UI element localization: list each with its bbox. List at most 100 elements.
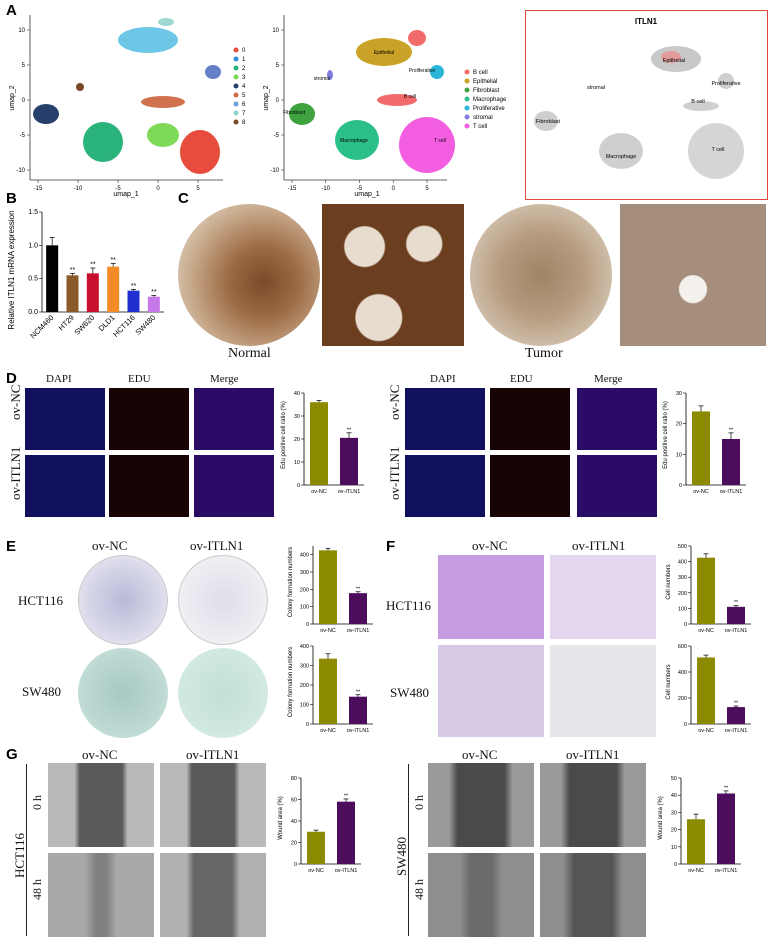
g-hct116-ylabel: Wound area (%)	[278, 796, 284, 840]
category-label: ov-ITLN1	[725, 728, 748, 734]
category-label: ov-ITLN1	[338, 489, 361, 495]
d-left-merge-itln1-image	[194, 455, 274, 517]
d-left-row-itln1: ov-ITLN1	[8, 446, 23, 500]
legend-swatch	[233, 74, 239, 80]
qpcr-bar-chart: Relative ITLN1 mRNA expression 0.0 0.5 1.0…	[7, 209, 164, 340]
feature-label: B cell	[691, 99, 704, 105]
panel-letter-g: G	[6, 746, 18, 763]
panel-letter-c: C	[178, 190, 189, 207]
bar	[66, 275, 79, 312]
g-left-nc-48h-image	[48, 853, 154, 937]
y-tick-label: 400	[678, 560, 687, 566]
umap-ylabel: umap_2	[263, 85, 270, 110]
legend-swatch	[233, 101, 239, 107]
celltype-label: Macrophage	[340, 138, 368, 144]
y-tick-label: 0	[306, 622, 309, 628]
y-tick-label: 0	[297, 483, 300, 489]
umap-xtick-label: 5	[425, 186, 429, 192]
itln1-feature-plot: ITLN1 Epithelial Proliferative stromal B ce…	[525, 10, 768, 200]
d-left-header-edu: EDU	[128, 373, 151, 385]
bar	[319, 550, 337, 624]
y-tick-label: 200	[678, 591, 687, 597]
umap-ytick-label: 10	[18, 28, 25, 34]
ihc-tumor-core-image	[470, 204, 612, 346]
d-right-ylabel: Edu positive cell ratio (%)	[663, 401, 669, 469]
category-label: ov-NC	[698, 728, 714, 734]
g-left-header-nc: ov-NC	[82, 747, 118, 762]
y-tick-label: 20	[676, 422, 682, 428]
d-right-merge-itln1-image	[577, 455, 657, 517]
category-label: ov-ITLN1	[347, 628, 370, 634]
g-sw480-ylabel: Wound area (%)	[658, 796, 664, 840]
g-sw480-bar-chart: Wound area (%) 0 10 20 30 40 50 ov-NC ** ov-ITLN…	[658, 776, 741, 874]
umap-ytick-label: 10	[272, 28, 279, 34]
legend-label: Epithelial	[473, 79, 497, 85]
legend-label: stromal	[473, 115, 493, 121]
e-hct116-ylabel: Colony formation numbers	[288, 547, 294, 617]
category-label: ov-NC	[688, 868, 704, 874]
bar	[86, 273, 99, 312]
significance-mark: **	[729, 427, 734, 433]
y-tick-label: 0.5	[28, 276, 38, 283]
umap-ytick-label: -10	[270, 168, 279, 174]
legend-label: 4	[242, 84, 246, 90]
category-label: HCT116	[111, 313, 137, 339]
d-right-dapi-nc-image	[405, 388, 485, 450]
panel-letter-e: E	[6, 538, 17, 555]
umap-xtick-label: -10	[321, 186, 330, 192]
g-right-header-nc: ov-NC	[462, 747, 498, 762]
ihc-tumor-zoom-image	[620, 204, 766, 346]
e-header-nc: ov-NC	[92, 538, 128, 553]
legend-swatch	[464, 87, 470, 93]
d-left-header-merge: Merge	[210, 373, 239, 385]
bar	[107, 266, 120, 312]
bar	[337, 801, 355, 864]
f-sw480-bar-chart: Cell numbers 0 200 400 600 ov-NC ** ov-ITLN1	[666, 644, 751, 734]
y-tick-label: 300	[300, 664, 309, 670]
f-header-itln1: ov-ITLN1	[572, 538, 626, 553]
legend-swatch	[233, 65, 239, 71]
legend-swatch	[464, 123, 470, 129]
bar	[687, 819, 705, 864]
e-hct116-bar-chart: Colony formation numbers 0 100 200 300 400 ov…	[288, 546, 373, 634]
y-tick-label: 20	[671, 828, 677, 834]
bar	[340, 437, 358, 485]
y-tick-label: 20	[291, 841, 297, 847]
y-tick-label: 50	[671, 776, 677, 782]
e-sw480-bar-chart: Colony formation numbers 0 100 200 300 400 ov…	[288, 644, 373, 734]
d-left-row-nc: ov-NC	[8, 384, 23, 420]
y-tick-label: 200	[678, 696, 687, 702]
umap-ytick-label: -10	[16, 168, 25, 174]
significance-mark: **	[131, 283, 137, 290]
umap-xtick-label: -15	[34, 186, 43, 192]
feature-plot-title: ITLN1	[635, 17, 658, 26]
bar	[147, 296, 160, 312]
panel-letter-b: B	[6, 190, 17, 207]
legend-label: B cell	[473, 70, 488, 76]
bar	[722, 439, 740, 485]
f-hct116-ylabel: Cell numbers	[666, 564, 672, 599]
celltype-label: B cell	[404, 94, 416, 100]
significance-mark: **	[90, 262, 96, 269]
legend-swatch	[233, 56, 239, 62]
legend-swatch	[464, 96, 470, 102]
umap-xlabel: umap_1	[354, 191, 379, 198]
significance-mark: **	[151, 289, 157, 296]
legend-swatch	[464, 78, 470, 84]
legend-swatch	[233, 119, 239, 125]
significance-mark: **	[734, 600, 739, 606]
d-left-header-dapi: DAPI	[46, 373, 72, 385]
y-tick-label: 1.5	[28, 209, 38, 216]
legend-label: 8	[242, 120, 246, 126]
legend-swatch	[464, 114, 470, 120]
legend-swatch	[464, 105, 470, 111]
f-sw480-ylabel: Cell numbers	[666, 664, 672, 699]
d-right-edu-nc-image	[490, 388, 570, 450]
category-label: ov-ITLN1	[720, 489, 743, 495]
bar	[307, 831, 325, 864]
d-left-edu-itln1-image	[109, 455, 189, 517]
legend-swatch	[233, 47, 239, 53]
category-label: ov-NC	[311, 489, 327, 495]
y-tick-label: 0	[684, 722, 687, 728]
bar	[349, 696, 367, 724]
